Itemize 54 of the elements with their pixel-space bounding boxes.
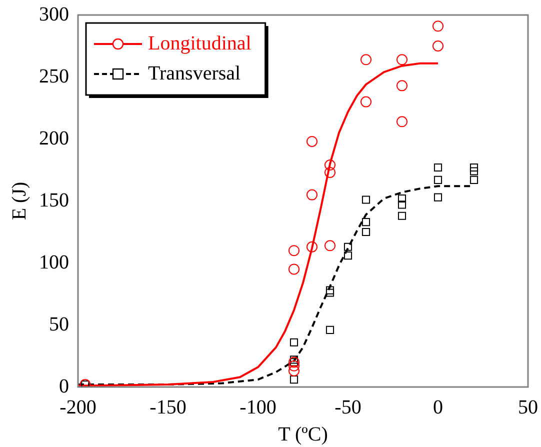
point (434, 193, 442, 202)
y-tick-label: 200 (39, 127, 69, 150)
point (326, 288, 334, 297)
point (432, 40, 444, 52)
point (344, 252, 352, 260)
point (326, 326, 334, 334)
x-tick-label: 0 (433, 396, 443, 418)
point (396, 116, 408, 128)
point (398, 194, 406, 203)
point (290, 376, 298, 384)
x-tick-label: -50 (334, 396, 362, 418)
point (324, 240, 336, 252)
point (324, 166, 336, 178)
y-tick-label: 0 (59, 375, 69, 398)
point (344, 242, 352, 251)
y-axis-title: E (J) (8, 182, 30, 220)
point (288, 360, 300, 372)
point (362, 196, 370, 204)
point (306, 136, 318, 147)
point (432, 20, 444, 32)
point (434, 176, 442, 184)
x-tick-label: 50 (518, 396, 538, 418)
y-tick-label: 250 (39, 65, 69, 88)
x-tick-label: -150 (150, 396, 186, 418)
point (324, 160, 336, 171)
point (434, 163, 442, 172)
point (396, 80, 408, 92)
x-axis-title: T (ºC) (278, 423, 328, 446)
point (362, 228, 370, 236)
point (470, 176, 478, 184)
y-tick-label: 300 (39, 3, 69, 26)
x-tick-label: -200 (60, 396, 96, 418)
point (306, 241, 318, 252)
point (360, 54, 372, 66)
point (288, 264, 300, 275)
y-tick-label: 100 (39, 251, 69, 274)
point (470, 163, 478, 172)
point (288, 245, 300, 256)
legend-label: Longitudinal (148, 32, 252, 54)
point (306, 189, 318, 200)
y-tick-label: 150 (39, 189, 69, 212)
point (326, 286, 334, 294)
point (398, 212, 406, 220)
point (470, 167, 478, 176)
point (360, 96, 372, 108)
point (398, 200, 406, 209)
legend-label: Transversal (148, 62, 242, 84)
point (290, 338, 298, 346)
point (290, 356, 298, 364)
x-tick-label: -100 (240, 396, 276, 418)
point (288, 365, 300, 376)
point (362, 218, 370, 226)
point (396, 54, 408, 66)
y-tick-label: 50 (49, 313, 69, 336)
